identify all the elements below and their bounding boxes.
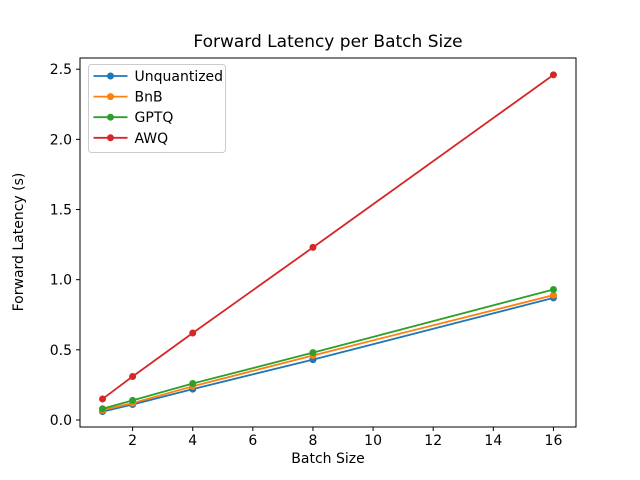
x-tick-label: 4 <box>188 433 197 449</box>
x-tick-label: 16 <box>545 433 563 449</box>
legend-marker <box>107 93 114 101</box>
y-tick-label: 2.0 <box>50 132 72 148</box>
y-tick-label: 0.0 <box>50 413 72 429</box>
legend-marker <box>107 134 114 142</box>
data-point-awq <box>99 395 107 403</box>
legend-entry: BnB <box>93 90 163 106</box>
plot-area: 2 4 6 8 10 12 14 16 0.0 0.5 1.0 1.5 2.0 2.5 <box>50 57 577 449</box>
x-tick-label: 2 <box>128 433 137 449</box>
legend-marker <box>107 72 114 80</box>
legend: Unquantized BnB GPTQ AWQ <box>88 64 226 153</box>
y-axis-label: Forward Latency (s) <box>11 173 27 312</box>
x-tick-label: 8 <box>309 433 318 449</box>
legend-label: Unquantized <box>135 69 224 85</box>
data-point-awq <box>309 243 317 251</box>
chart-title: Forward Latency per Batch Size <box>193 32 462 52</box>
legend-marker <box>107 113 114 121</box>
x-tick-label: 14 <box>484 433 502 449</box>
y-tick-label: 1.5 <box>50 203 72 219</box>
legend-label: GPTQ <box>135 110 174 126</box>
data-point-awq <box>189 329 197 337</box>
legend-label: AWQ <box>135 131 169 147</box>
data-point-awq <box>129 372 137 380</box>
data-point-awq <box>549 71 557 79</box>
legend-label: BnB <box>135 90 163 106</box>
y-tick-label: 2.5 <box>50 62 72 78</box>
legend-entry: Unquantized <box>93 69 224 85</box>
data-point-gptq <box>189 380 197 388</box>
axes-spines <box>79 57 577 428</box>
legend-entry: AWQ <box>93 131 169 147</box>
data-point-gptq <box>309 349 317 357</box>
legend-entry: GPTQ <box>93 110 174 126</box>
x-axis-label: Batch Size <box>291 451 364 467</box>
x-tick-label: 10 <box>364 433 382 449</box>
data-point-gptq <box>549 286 557 294</box>
x-tick-label: 6 <box>248 433 257 449</box>
data-point-gptq <box>99 405 107 413</box>
x-tick-label: 12 <box>424 433 442 449</box>
legend-box <box>88 64 226 153</box>
y-tick-label: 1.0 <box>50 273 72 289</box>
data-point-bnb <box>549 291 557 299</box>
y-tick-label: 0.5 <box>50 343 72 359</box>
data-point-gptq <box>129 396 137 404</box>
